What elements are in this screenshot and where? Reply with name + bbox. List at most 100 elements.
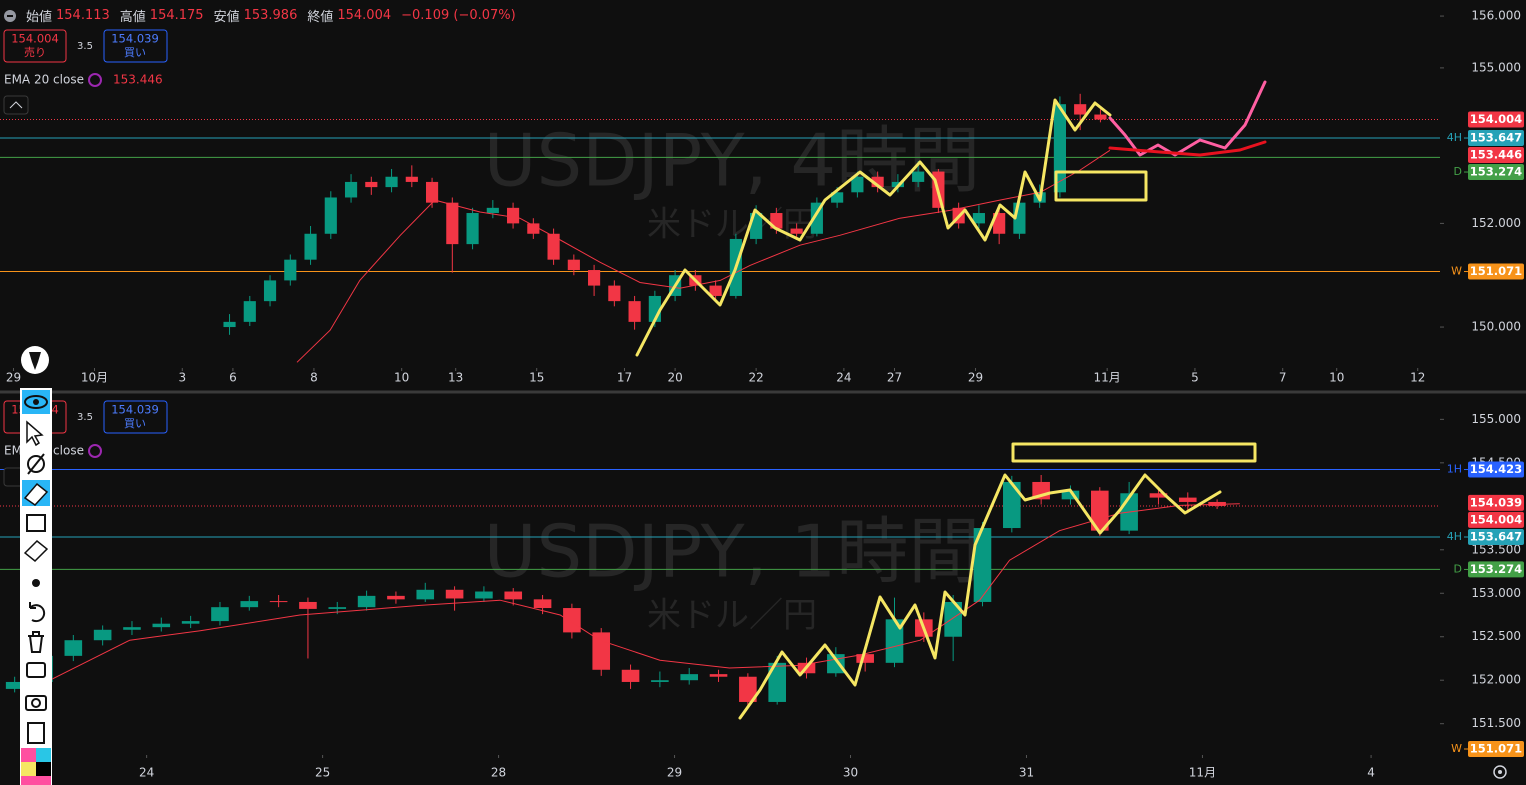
price-line-label: D: [1454, 165, 1462, 178]
candle-body: [567, 259, 580, 271]
price-label-box: [1468, 147, 1524, 164]
ohlc-header: 始値 154.113 高値 154.175 安値 153.986 終値 154.004 −0.1…: [4, 6, 516, 25]
x-tick-label: 5: [1191, 371, 1199, 385]
x-tick-label: 15: [529, 371, 544, 385]
candle-body: [856, 654, 874, 663]
eraser-all-button[interactable]: [23, 539, 49, 563]
candle-body: [269, 601, 288, 603]
candle-body: [507, 207, 520, 224]
template-button[interactable]: [26, 662, 46, 678]
y-tick-label: 155.000: [1471, 60, 1521, 74]
candle-body: [1053, 104, 1066, 193]
buy-label: 買い: [124, 417, 146, 430]
price-label-box: [1468, 130, 1524, 147]
ema-line: [296, 149, 1111, 363]
stat-value: 154.175: [149, 8, 204, 23]
x-tick-label: 24: [836, 371, 851, 385]
candle-body: [588, 270, 601, 286]
candle-body: [223, 321, 236, 328]
stat-label: 安値: [213, 10, 240, 25]
candle-body: [1094, 114, 1107, 120]
candle-body: [211, 607, 229, 622]
labels: 156.000 155.000 152.000 150.000 29 10月 3 6 8 10 13…: [3, 9, 1524, 780]
candle-body: [344, 181, 358, 198]
eye-icon: [24, 395, 48, 409]
eraser-icon: [23, 482, 49, 506]
candle-body: [709, 285, 722, 296]
delete-button[interactable]: [28, 631, 44, 653]
price-label-box: [1468, 741, 1524, 757]
candle-body: [64, 640, 83, 656]
candle-body: [123, 627, 141, 630]
x-tick-label: 12: [1410, 371, 1425, 385]
y-tick-label: 153.500: [1471, 542, 1521, 556]
undo-button[interactable]: [29, 602, 46, 623]
x-tick-label: 24: [139, 766, 154, 780]
x-tick-label: 28: [491, 766, 506, 780]
candle-body: [1149, 493, 1168, 498]
sell-label: 売り: [24, 46, 46, 59]
candle-body: [739, 676, 757, 702]
plot-1h: [0, 469, 1440, 709]
candle-body: [885, 619, 904, 663]
candle-body: [592, 632, 611, 670]
trend-drawing: [738, 473, 1222, 720]
color-swatch[interactable]: [21, 762, 36, 776]
collapse-icon: [9, 101, 23, 109]
color-swatch[interactable]: [36, 762, 51, 776]
candle-body: [486, 207, 499, 214]
x-tick-label: 13: [448, 371, 463, 385]
price-label-box: [1468, 461, 1524, 478]
indicator-name: EMA 20 close: [4, 73, 84, 87]
candle-body: [993, 213, 1006, 234]
color-swatch[interactable]: [21, 776, 51, 785]
rectangle-button[interactable]: [26, 514, 46, 532]
candle-body: [768, 662, 786, 702]
y-tick-label: 155.000: [1471, 412, 1521, 426]
measure-button[interactable]: [27, 455, 45, 473]
candle-body: [527, 223, 540, 234]
collapse-button[interactable]: [3, 95, 29, 115]
price-line-label: 4H: [1447, 131, 1462, 144]
price-label: 153.274: [1470, 165, 1522, 179]
candle-body: [621, 669, 640, 682]
stat-label: 始値: [26, 10, 53, 25]
trend-drawing: [635, 98, 1112, 357]
watermark-subtitle: 米ドル／円: [647, 596, 817, 636]
y-tick-label: 150.000: [1471, 320, 1521, 334]
stat-value: 154.113: [56, 8, 110, 23]
screenshot-button[interactable]: [25, 695, 47, 711]
stat-label: 高値: [119, 10, 146, 25]
buy-price: 154.039: [111, 32, 159, 46]
color-swatch[interactable]: [36, 748, 51, 762]
screenshot-icon: [31, 698, 41, 708]
candle-body: [972, 213, 985, 224]
candle-body: [385, 176, 398, 188]
controls: [3, 95, 1507, 779]
buy-box: [103, 400, 168, 434]
cursor-button[interactable]: [26, 420, 44, 447]
sell-price: 154.004: [11, 32, 59, 46]
dot-button[interactable]: [32, 579, 40, 587]
color-swatch[interactable]: [21, 748, 36, 762]
buy-price: 154.039: [111, 403, 159, 417]
x-tick-label: 17: [617, 371, 632, 385]
clipboard-button[interactable]: [27, 722, 45, 744]
price-label: 153.446: [1470, 148, 1522, 162]
settings-button[interactable]: [1493, 765, 1507, 779]
candle-body: [973, 528, 992, 602]
collapse-icon[interactable]: [4, 9, 16, 22]
candle-body: [1061, 490, 1080, 500]
candle-body: [680, 674, 699, 681]
candle-body: [93, 629, 112, 641]
stat-value: 154.004: [337, 8, 392, 23]
candle-body: [504, 591, 523, 600]
forecast-drawing: [1108, 80, 1267, 157]
price-label-box: [1468, 263, 1524, 280]
candle-body: [181, 621, 200, 624]
x-tick-label: 3: [178, 371, 186, 385]
candle-body: [304, 233, 317, 260]
candle-body: [299, 601, 317, 609]
candle-body: [1074, 104, 1087, 115]
x-tick-label: 11月: [1189, 766, 1216, 780]
